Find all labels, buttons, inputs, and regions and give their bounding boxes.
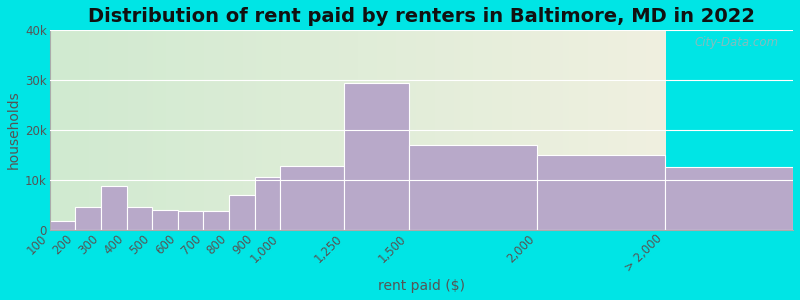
Bar bbox=[665, 167, 793, 230]
Title: Distribution of rent paid by renters in Baltimore, MD in 2022: Distribution of rent paid by renters in … bbox=[88, 7, 755, 26]
X-axis label: rent paid ($): rent paid ($) bbox=[378, 279, 465, 293]
Bar bbox=[280, 166, 345, 230]
Bar bbox=[126, 207, 152, 230]
Bar bbox=[254, 177, 280, 230]
Y-axis label: households: households bbox=[7, 91, 21, 170]
Bar bbox=[537, 155, 665, 230]
Bar bbox=[152, 210, 178, 230]
Bar bbox=[203, 211, 229, 230]
Bar bbox=[178, 211, 203, 230]
Text: City-Data.com: City-Data.com bbox=[694, 36, 778, 49]
Bar bbox=[50, 221, 75, 230]
Bar bbox=[345, 82, 409, 230]
Bar bbox=[101, 186, 126, 230]
Bar bbox=[75, 207, 101, 230]
Bar bbox=[409, 145, 537, 230]
Bar bbox=[229, 195, 254, 230]
